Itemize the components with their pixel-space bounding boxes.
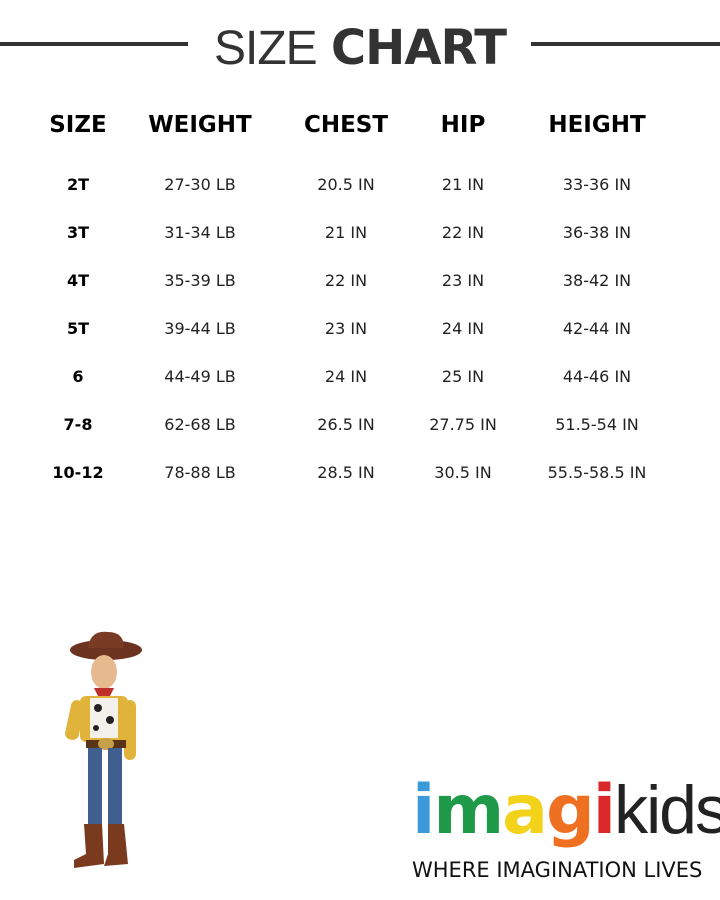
table-cell: 23 IN — [441, 271, 485, 290]
table-cell: 23 IN — [324, 319, 368, 338]
table-cell: 24 IN — [324, 367, 368, 386]
title-light: SIZE — [213, 22, 318, 75]
size-label: 5T — [66, 319, 90, 338]
table-cell: 42-44 IN — [562, 319, 632, 338]
logo-letter: i — [412, 771, 435, 850]
column-header: HEIGHT — [548, 112, 646, 138]
logo-letter: g — [546, 771, 595, 850]
table-cell: 22 IN — [324, 271, 368, 290]
table-cell: 35-39 LB — [164, 271, 236, 290]
page-title: SIZE CHART — [0, 18, 720, 79]
table-cell: 26.5 IN — [317, 415, 375, 434]
table-cell: 38-42 IN — [562, 271, 632, 290]
table-cell: 21 IN — [324, 223, 368, 242]
logo-wordmark: imagikids — [412, 770, 720, 851]
size-label: 10-12 — [52, 463, 104, 482]
column-header: CHEST — [303, 112, 389, 138]
size-label: 6 — [72, 367, 84, 386]
title-bold: CHART — [330, 20, 507, 76]
table-cell: 78-88 LB — [164, 463, 236, 482]
table-cell: 27-30 LB — [164, 175, 236, 194]
table-cell: 33-36 IN — [562, 175, 632, 194]
table-cell: 31-34 LB — [164, 223, 236, 242]
table-cell: 30.5 IN — [434, 463, 492, 482]
logo-letter: a — [502, 771, 548, 850]
logo-letter: i — [592, 771, 616, 850]
column-header: HIP — [440, 112, 486, 138]
table-cell: 22 IN — [441, 223, 485, 242]
imagikids-logo: imagikids — [412, 770, 720, 851]
table-cell: 55.5-58.5 IN — [547, 463, 647, 482]
table-cell: 44-46 IN — [562, 367, 632, 386]
table-cell: 44-49 LB — [164, 367, 236, 386]
size-label: 3T — [66, 223, 90, 242]
brand-tagline: WHERE IMAGINATION LIVES — [412, 858, 703, 882]
title-rule-left — [0, 42, 188, 46]
woody-character-image — [38, 628, 148, 877]
table-cell: 28.5 IN — [317, 463, 375, 482]
size-label: 4T — [66, 271, 90, 290]
table-cell: 62-68 LB — [164, 415, 236, 434]
table-cell: 21 IN — [441, 175, 485, 194]
table-cell: 24 IN — [441, 319, 485, 338]
table-cell: 25 IN — [441, 367, 485, 386]
size-label: 2T — [66, 175, 90, 194]
table-cell: 39-44 LB — [164, 319, 236, 338]
table-cell: 36-38 IN — [562, 223, 632, 242]
column-header: WEIGHT — [148, 112, 252, 138]
table-cell: 20.5 IN — [317, 175, 375, 194]
logo-letter: m — [433, 771, 504, 850]
title-rule-right — [531, 42, 720, 46]
size-label: 7-8 — [63, 415, 93, 434]
column-header: SIZE — [49, 112, 107, 138]
table-cell: 51.5-54 IN — [555, 415, 639, 434]
logo-suffix: kids — [614, 772, 720, 848]
table-cell: 27.75 IN — [429, 415, 497, 434]
